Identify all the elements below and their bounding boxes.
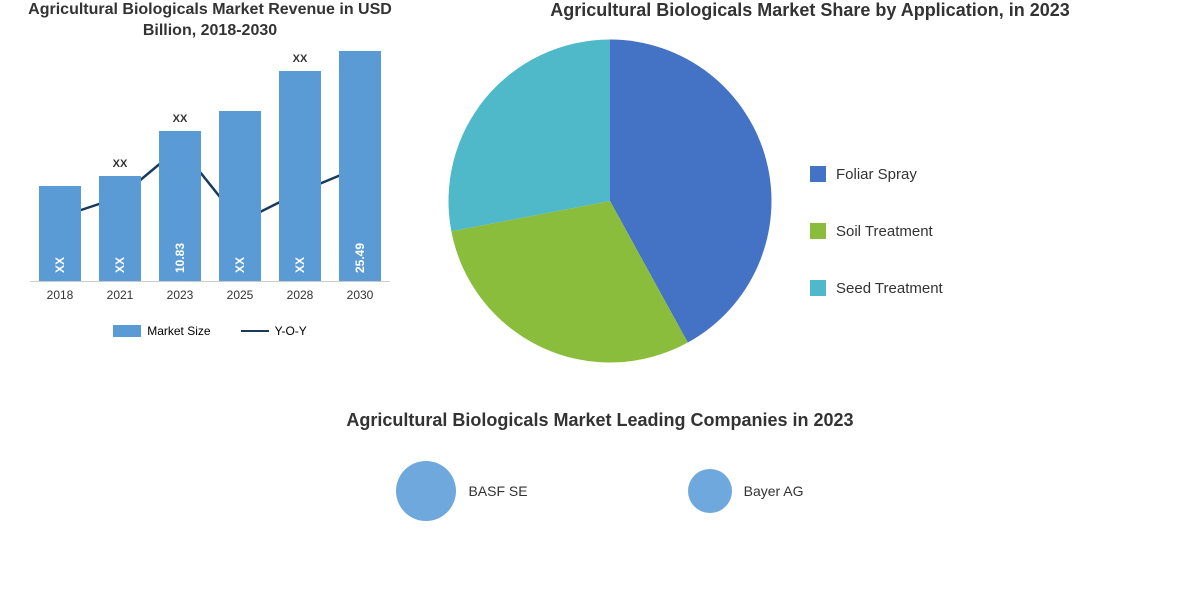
bar-chart-section: Agricultural Biologicals Market Revenue … (0, 0, 420, 400)
pie-legend-label: Soil Treatment (836, 223, 933, 240)
pie-legend-label: Foliar Spray (836, 166, 917, 183)
bar: XXXX (279, 71, 321, 281)
company-bubble (688, 469, 732, 513)
pie-wrap: Agricultural Biologicals Market Share by… (440, 0, 1180, 371)
pie-chart-title: Agricultural Biologicals Market Share by… (440, 0, 1180, 21)
pie-slice (449, 40, 611, 232)
pie-chart-section: Agricultural Biologicals Market Share by… (420, 0, 1200, 400)
legend-label-yoy: Y-O-Y (275, 324, 307, 338)
companies-section: Agricultural Biologicals Market Leading … (0, 400, 1200, 531)
legend-market-size: Market Size (113, 324, 210, 338)
legend-label-market-size: Market Size (147, 324, 210, 338)
bar-top-label: XX (113, 158, 128, 170)
x-axis-label: 2018 (35, 288, 85, 302)
companies-title: Agricultural Biologicals Market Leading … (40, 410, 1160, 431)
bar: 25.49 (339, 51, 381, 281)
bar: XXXX (99, 176, 141, 281)
bar-chart-legend: Market Size Y-O-Y (20, 324, 400, 338)
company-item: BASF SE (396, 461, 527, 521)
company-item: Bayer AG (688, 469, 804, 513)
pie-legend-item: Soil Treatment (810, 223, 943, 240)
pie-chart-svg (440, 31, 780, 371)
x-axis-label: 2023 (155, 288, 205, 302)
bar-group: XX (215, 111, 265, 281)
bar-chart-title: Agricultural Biologicals Market Revenue … (20, 0, 400, 42)
bars-container: XXXXXX10.83XXXXXXXX25.49 (30, 52, 390, 282)
bar-value: XX (233, 257, 247, 273)
pie-legend-item: Foliar Spray (810, 166, 943, 183)
bar-group: XXXX (95, 176, 145, 281)
bar: XX (39, 186, 81, 281)
x-axis-label: 2030 (335, 288, 385, 302)
top-row: Agricultural Biologicals Market Revenue … (0, 0, 1200, 400)
x-axis-label: 2028 (275, 288, 325, 302)
infographic-container: Agricultural Biologicals Market Revenue … (0, 0, 1200, 600)
pie-row: Foliar Spray Soil Treatment Seed Treatment (440, 31, 1180, 371)
bar-top-label: XX (173, 113, 188, 125)
bar-value: 25.49 (353, 243, 367, 273)
legend-swatch-bar (113, 325, 141, 337)
bar: 10.83XX (159, 131, 201, 281)
bar-group: 10.83XX (155, 131, 205, 281)
pie-legend-swatch (810, 223, 826, 239)
pie-legend-swatch (810, 166, 826, 182)
x-axis-label: 2025 (215, 288, 265, 302)
bar-group: XX (35, 186, 85, 281)
bar-value: XX (113, 257, 127, 273)
bar-value: XX (293, 257, 307, 273)
bar-group: XXXX (275, 71, 325, 281)
pie-legend: Foliar Spray Soil Treatment Seed Treatment (810, 166, 943, 297)
bar-value: 10.83 (173, 243, 187, 273)
legend-swatch-line (241, 330, 269, 332)
pie-legend-item: Seed Treatment (810, 280, 943, 297)
x-axis-label: 2021 (95, 288, 145, 302)
company-bubble (396, 461, 456, 521)
bar-group: 25.49 (335, 51, 385, 281)
companies-row: BASF SE Bayer AG (40, 461, 1160, 521)
x-axis-labels: 2018 2021 2023 2025 2028 2030 (30, 288, 390, 302)
bar: XX (219, 111, 261, 281)
pie-legend-swatch (810, 280, 826, 296)
bar-value: XX (53, 257, 67, 273)
bar-top-label: XX (293, 53, 308, 65)
bar-chart-area: XXXXXX10.83XXXXXXXX25.49 201820212023202… (30, 52, 390, 312)
pie-legend-label: Seed Treatment (836, 280, 943, 297)
company-label: BASF SE (468, 483, 527, 499)
legend-yoy: Y-O-Y (241, 324, 307, 338)
company-label: Bayer AG (744, 483, 804, 499)
